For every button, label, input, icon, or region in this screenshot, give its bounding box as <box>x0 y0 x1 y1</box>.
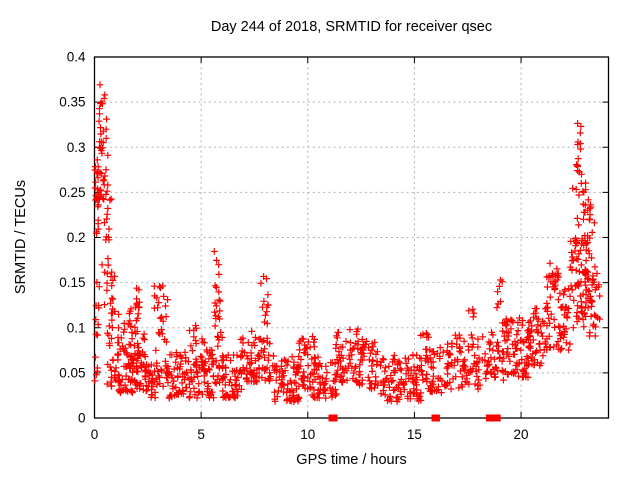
y-tick-label: 0.1 <box>67 320 86 335</box>
axis-gap-marker <box>485 414 501 422</box>
axis-gap-marker <box>328 414 338 422</box>
y-tick-label: 0.25 <box>59 185 85 200</box>
y-tick-label: 0.35 <box>59 95 85 110</box>
x-tick-label: 20 <box>514 427 529 442</box>
x-tick-label: 0 <box>91 427 99 442</box>
y-tick-label: 0.05 <box>59 365 85 380</box>
gridlines <box>94 57 609 418</box>
y-tick-label: 0.2 <box>67 230 86 245</box>
x-tick-label: 10 <box>300 427 315 442</box>
x-tick-label: 5 <box>197 427 205 442</box>
scatter-points <box>91 81 604 405</box>
y-axis-label: SRMTID / TECUs <box>13 179 29 295</box>
y-tick-label: 0.3 <box>67 140 86 155</box>
x-axis-label: GPS time / hours <box>296 452 407 468</box>
y-tick-label: 0.4 <box>67 50 86 65</box>
plot-border <box>93 56 610 419</box>
chart-title: Day 244 of 2018, SRMTID for receiver qse… <box>210 19 493 35</box>
axis-gap-marker <box>431 414 440 422</box>
y-tick-label: 0 <box>78 411 86 426</box>
y-tick-label: 0.15 <box>59 275 85 290</box>
x-tick-label: 15 <box>407 427 422 442</box>
